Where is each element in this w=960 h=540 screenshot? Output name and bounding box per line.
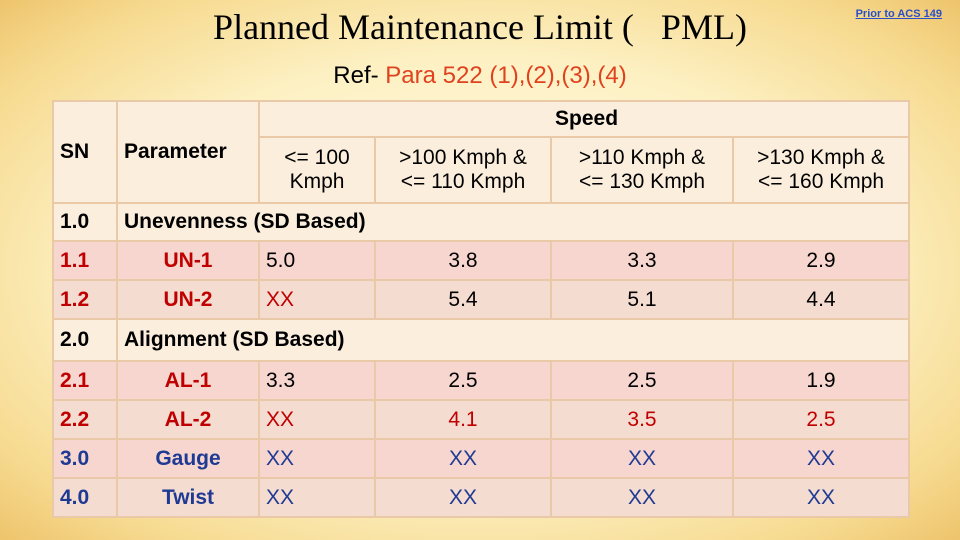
row-value: XX — [374, 438, 552, 479]
row-value: 2.5 — [374, 360, 552, 401]
ref-value: Para 522 (1),(2),(3),(4) — [385, 62, 627, 89]
reference-line: Ref- Para 522 (1),(2),(3),(4) — [0, 62, 960, 90]
row-value: 1.9 — [731, 360, 911, 401]
row-parameter: Gauge — [116, 438, 260, 479]
speed-range-3: >110 Kmph & <= 130 Kmph — [550, 136, 734, 204]
section-label: Unevenness (SD Based) — [115, 202, 911, 242]
row-sn: 2.1 — [52, 360, 118, 401]
row-value: 3.3 — [550, 240, 734, 281]
header-sn: SN — [52, 100, 118, 204]
prior-to-acs-link[interactable]: Prior to ACS 149 — [855, 8, 942, 20]
table-row: 4.0 Twist XX XX XX XX — [52, 477, 911, 518]
row-value: XX — [258, 399, 376, 440]
title-part-1: Planned Maintenance Limit ( — [213, 7, 634, 47]
row-value: XX — [258, 279, 376, 320]
row-sn: 3.0 — [52, 438, 118, 479]
speed-range-2: >100 Kmph & <= 110 Kmph — [374, 136, 552, 204]
row-parameter: UN-2 — [116, 279, 260, 320]
row-value: 5.0 — [258, 240, 376, 281]
row-value: XX — [258, 438, 376, 479]
row-value: 3.3 — [258, 360, 376, 401]
row-value: XX — [550, 438, 734, 479]
table-row: 2.2 AL-2 XX 4.1 3.5 2.5 — [52, 399, 911, 440]
title-part-2: PML) — [660, 7, 747, 47]
row-value: XX — [374, 477, 552, 518]
speed-range-2-line1: >100 Kmph & — [399, 146, 527, 169]
section-label: Alignment (SD Based) — [115, 318, 911, 362]
speed-range-3-line2: <= 130 Kmph — [578, 170, 706, 193]
section-sn: 2.0 — [52, 318, 118, 362]
table-row: 3.0 Gauge XX XX XX XX — [52, 438, 911, 479]
ref-prefix: Ref- — [333, 62, 379, 89]
header-speed: Speed — [257, 100, 911, 138]
pml-table: SN Parameter Speed <= 100 Kmph >100 Kmph … — [52, 100, 911, 518]
row-sn: 2.2 — [52, 399, 118, 440]
speed-range-4-line1: >130 Kmph & — [757, 146, 885, 169]
row-sn: 1.2 — [52, 279, 118, 320]
row-sn: 4.0 — [52, 477, 118, 518]
row-value: 4.4 — [731, 279, 911, 320]
speed-range-2-line2: <= 110 Kmph — [400, 170, 526, 193]
row-value: XX — [731, 477, 911, 518]
row-value: 2.9 — [731, 240, 911, 281]
row-value: XX — [258, 477, 376, 518]
speed-range-1-line1: <= 100 — [284, 146, 350, 169]
table-row: 1.2 UN-2 XX 5.4 5.1 4.4 — [52, 279, 911, 320]
speed-range-4-line2: <= 160 Kmph — [757, 170, 885, 193]
row-value: XX — [731, 438, 911, 479]
row-value: 5.1 — [550, 279, 734, 320]
row-value: XX — [550, 477, 734, 518]
row-value: 5.4 — [374, 279, 552, 320]
speed-range-3-line1: >110 Kmph & — [578, 146, 706, 169]
page-title: Planned Maintenance Limit ( PML) — [0, 6, 960, 48]
row-value: 3.5 — [550, 399, 734, 440]
row-parameter: Twist — [116, 477, 260, 518]
speed-range-4: >130 Kmph & <= 160 Kmph — [731, 136, 911, 204]
table-row: 1.1 UN-1 5.0 3.8 3.3 2.9 — [52, 240, 911, 281]
table-row: 2.1 AL-1 3.3 2.5 2.5 1.9 — [52, 360, 911, 401]
header-parameter: Parameter — [116, 100, 260, 204]
row-sn: 1.1 — [52, 240, 118, 281]
speed-range-1: <= 100 Kmph — [258, 136, 376, 204]
speed-range-1-line2: Kmph — [289, 170, 345, 193]
row-parameter: AL-2 — [116, 399, 260, 440]
row-value: 2.5 — [731, 399, 911, 440]
row-value: 2.5 — [550, 360, 734, 401]
section-sn: 1.0 — [52, 202, 118, 242]
row-value: 4.1 — [374, 399, 552, 440]
row-value: 3.8 — [374, 240, 552, 281]
row-parameter: AL-1 — [116, 360, 260, 401]
row-parameter: UN-1 — [116, 240, 260, 281]
